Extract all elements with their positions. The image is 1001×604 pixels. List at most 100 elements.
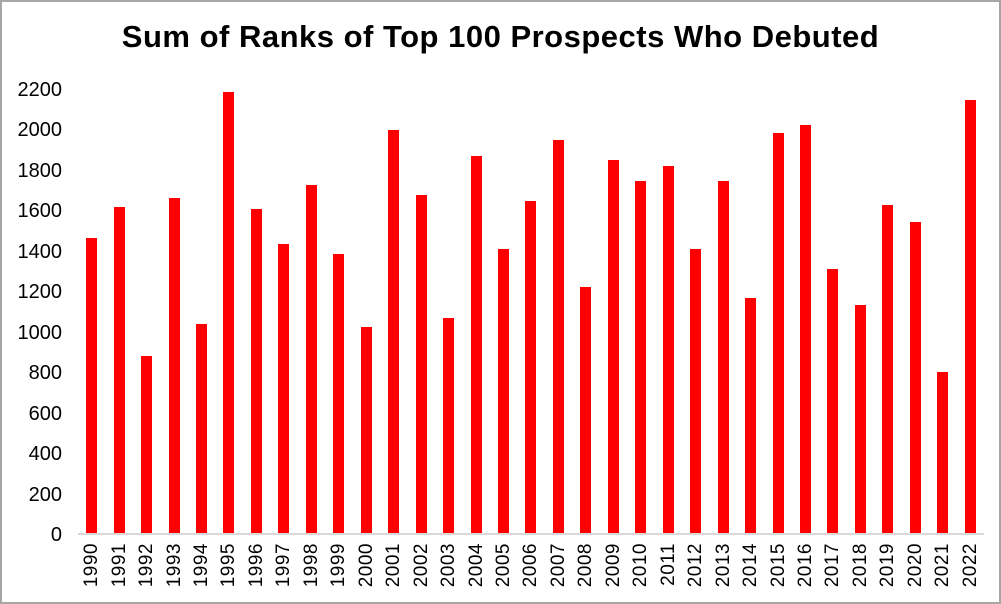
bar-2022: [964, 100, 976, 533]
x-slot: 2009: [600, 543, 627, 602]
bar-2018: [854, 305, 866, 533]
bar-2012: [690, 249, 702, 533]
x-tick-label: 1996: [245, 543, 267, 588]
x-tick-label: 2009: [602, 543, 624, 588]
bar-1992: [141, 355, 153, 533]
y-tick-label: 1200: [17, 281, 63, 304]
plot-area: [78, 90, 984, 535]
bar-slot: [572, 90, 599, 533]
bar-1994: [196, 323, 208, 533]
bar-2000: [360, 326, 372, 533]
x-tick-label: 2021: [932, 543, 954, 588]
y-tick-label: 1800: [17, 159, 63, 182]
bar-2007: [552, 140, 564, 533]
x-tick-label: 2013: [712, 543, 734, 588]
bar-2011: [662, 165, 674, 533]
bar-2019: [882, 204, 894, 533]
bar-slot: [243, 90, 270, 533]
bar-slot: [215, 90, 242, 533]
bar-2021: [937, 371, 949, 533]
x-tick-label: 2014: [740, 543, 762, 588]
bar-2004: [470, 156, 482, 533]
bar-2016: [800, 125, 811, 533]
x-tick-label: 2016: [795, 543, 816, 588]
x-tick-label: 2007: [547, 543, 569, 588]
bar-slot: [874, 90, 901, 533]
x-tick-label: 1993: [163, 543, 185, 588]
bar-1990: [86, 238, 98, 533]
bar-slot: [627, 90, 654, 533]
x-tick-label: 2015: [767, 543, 789, 588]
bar-slot: [353, 90, 380, 533]
x-tick-label: 2000: [355, 543, 377, 588]
bar-1991: [113, 206, 125, 533]
x-slot: 2011: [655, 543, 682, 602]
bar-slot: [709, 90, 736, 533]
bar-slot: [160, 90, 187, 533]
x-slot: 2002: [407, 543, 434, 602]
x-tick-label: 2005: [493, 543, 515, 588]
bar-2001: [388, 130, 400, 533]
bar-slot: [270, 90, 297, 533]
x-tick-label: 2001: [383, 543, 405, 588]
y-tick-label: 800: [28, 362, 62, 385]
bar-2015: [772, 133, 784, 533]
bar-slot: [737, 90, 764, 533]
bar-2002: [415, 194, 427, 533]
y-tick-label: 400: [28, 443, 62, 466]
bar-1995: [223, 92, 235, 533]
bar-slot: [847, 90, 874, 533]
x-slot: 1996: [243, 543, 270, 602]
y-tick-label: 2200: [17, 79, 63, 101]
x-slot: 2017: [819, 543, 846, 602]
x-tick-label: 1999: [328, 543, 350, 588]
x-tick-label: 1991: [108, 543, 130, 588]
x-slot: 2001: [380, 543, 407, 602]
bar-2003: [443, 317, 455, 533]
x-slot: 2018: [847, 543, 874, 602]
y-tick-label: 0: [50, 524, 62, 546]
chart-title: Sum of Ranks of Top 100 Prospects Who De…: [121, 19, 880, 54]
bar-slot: [517, 90, 544, 533]
bar-1998: [305, 184, 317, 533]
bar-slot: [380, 90, 407, 533]
bar-slot: [462, 90, 489, 533]
x-tick-label: 2003: [438, 543, 460, 588]
x-slot: 2007: [545, 543, 572, 602]
x-tick-label: 1992: [136, 543, 158, 588]
x-tick-label: 1997: [273, 543, 295, 588]
bar-slot: [298, 90, 325, 533]
bar-2006: [525, 200, 537, 533]
x-axis: 1990 1991 1992 1993 1994 1995 1996 1997 1998 1999…: [78, 543, 984, 602]
x-slot: 2000: [353, 543, 380, 602]
x-slot: 2021: [929, 543, 956, 602]
x-tick-label: 1994: [191, 543, 213, 588]
bar-slot: [764, 90, 791, 533]
bar-slot: [902, 90, 929, 533]
bar-2014: [745, 298, 757, 533]
bar-slot: [792, 90, 819, 533]
x-tick-label: 1990: [81, 543, 103, 588]
bar-slot: [133, 90, 160, 533]
y-tick-label: 2000: [17, 119, 63, 142]
x-tick-label: 2018: [849, 543, 871, 588]
x-slot: 1999: [325, 543, 352, 602]
bar-2008: [580, 287, 592, 533]
x-slot: 1997: [270, 543, 297, 602]
x-tick-label: 2011: [657, 543, 679, 586]
x-slot: 2016: [792, 543, 819, 602]
bar-slot: [655, 90, 682, 533]
x-tick-label: 1998: [300, 543, 322, 588]
x-tick-label: 2022: [959, 543, 981, 588]
x-slot: 2015: [764, 543, 791, 602]
bar-slot: [435, 90, 462, 533]
x-slot: 1992: [133, 543, 160, 602]
x-slot: 2012: [682, 543, 709, 602]
x-slot: 1991: [105, 543, 132, 602]
bar-slot: [545, 90, 572, 533]
x-tick-label: 2017: [822, 543, 844, 588]
bar-slot: [325, 90, 352, 533]
x-tick-label: 2008: [575, 543, 597, 588]
bar-slot: [929, 90, 956, 533]
